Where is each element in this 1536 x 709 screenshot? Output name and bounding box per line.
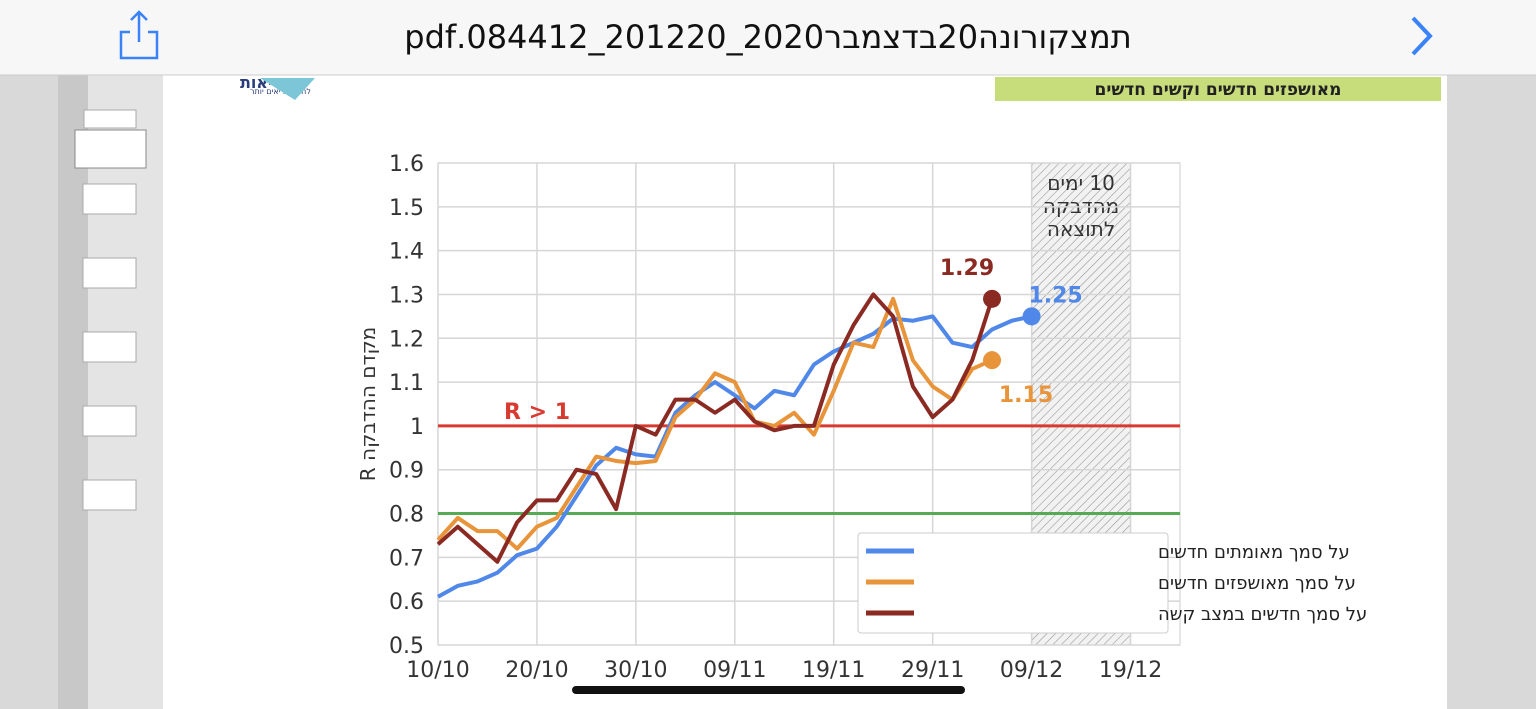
thumbnail[interactable] — [74, 129, 147, 169]
share-button[interactable] — [119, 10, 159, 60]
shaded-region-label: מהדבקה — [1043, 194, 1119, 218]
y-tick-label: 0.8 — [389, 503, 424, 528]
y-tick-label: 1.2 — [389, 327, 424, 352]
thumbnail[interactable] — [82, 479, 137, 511]
thumbnail[interactable] — [82, 405, 137, 437]
legend-label: על סמך מאומתים חדשים — [1158, 542, 1350, 563]
y-axis-label: מקדם ההדבקה R — [356, 327, 380, 481]
series-line — [436, 292, 994, 564]
logo-tagline: לחיים בריאים יותר — [250, 87, 311, 96]
x-tick-label: 19/12 — [1099, 658, 1162, 683]
thumbnail[interactable] — [82, 183, 137, 215]
x-tick-label: 30/10 — [604, 658, 667, 683]
y-tick-label: 1.3 — [389, 283, 424, 308]
end-value-label: 1.29 — [940, 256, 994, 281]
series-line — [436, 296, 993, 551]
home-indicator — [572, 686, 965, 694]
thumbnail[interactable] — [83, 109, 137, 129]
legend-label: על סמך מאושפזים חדשים — [1158, 573, 1356, 594]
end-point — [983, 351, 1002, 370]
y-tick-label: 1 — [410, 415, 424, 440]
x-tick-label: 19/11 — [802, 658, 865, 683]
section-title: מאושפזים חדשים וקשים חדשים — [1095, 80, 1342, 100]
y-tick-label: 1.4 — [389, 240, 424, 265]
y-tick-label: 0.7 — [389, 546, 424, 571]
x-tick-label: 09/11 — [703, 658, 766, 683]
thumbnail[interactable] — [82, 257, 137, 289]
shaded-region-label: 10 ימים — [1047, 171, 1115, 195]
y-tick-label: 0.9 — [389, 459, 424, 484]
top-bar — [0, 0, 1536, 75]
y-tick-label: 1.5 — [389, 196, 424, 221]
section-banner — [995, 77, 1441, 101]
x-tick-label: 29/11 — [901, 658, 964, 683]
end-value-label: 1.25 — [1028, 283, 1082, 308]
legend-label: על סמך חדשים במצב קשה — [1158, 604, 1367, 625]
y-tick-label: 0.5 — [389, 634, 424, 659]
series-line — [437, 314, 1033, 599]
x-tick-label: 10/10 — [406, 658, 469, 683]
reference-line-label: R > 1 — [504, 400, 570, 425]
y-tick-label: 0.6 — [389, 590, 424, 615]
x-tick-label: 20/10 — [505, 658, 568, 683]
legend-box — [857, 532, 1169, 634]
x-tick-label: 09/12 — [1000, 658, 1063, 683]
document-title: תמצקורונה20בדצמבר2020_201220_084412.pdf — [404, 18, 1131, 56]
y-tick-label: 1.1 — [389, 371, 424, 396]
thumbnail[interactable] — [82, 331, 137, 363]
shaded-region-label: לתוצאה — [1047, 217, 1115, 241]
end-value-label: 1.15 — [999, 383, 1053, 408]
end-point — [983, 289, 1002, 308]
next-button[interactable] — [1411, 16, 1433, 56]
sidebar-strip — [88, 75, 163, 709]
logo-mark — [260, 78, 315, 100]
end-point — [1022, 307, 1041, 326]
y-tick-label: 1.6 — [389, 152, 424, 177]
thumbnails — [74, 109, 147, 511]
